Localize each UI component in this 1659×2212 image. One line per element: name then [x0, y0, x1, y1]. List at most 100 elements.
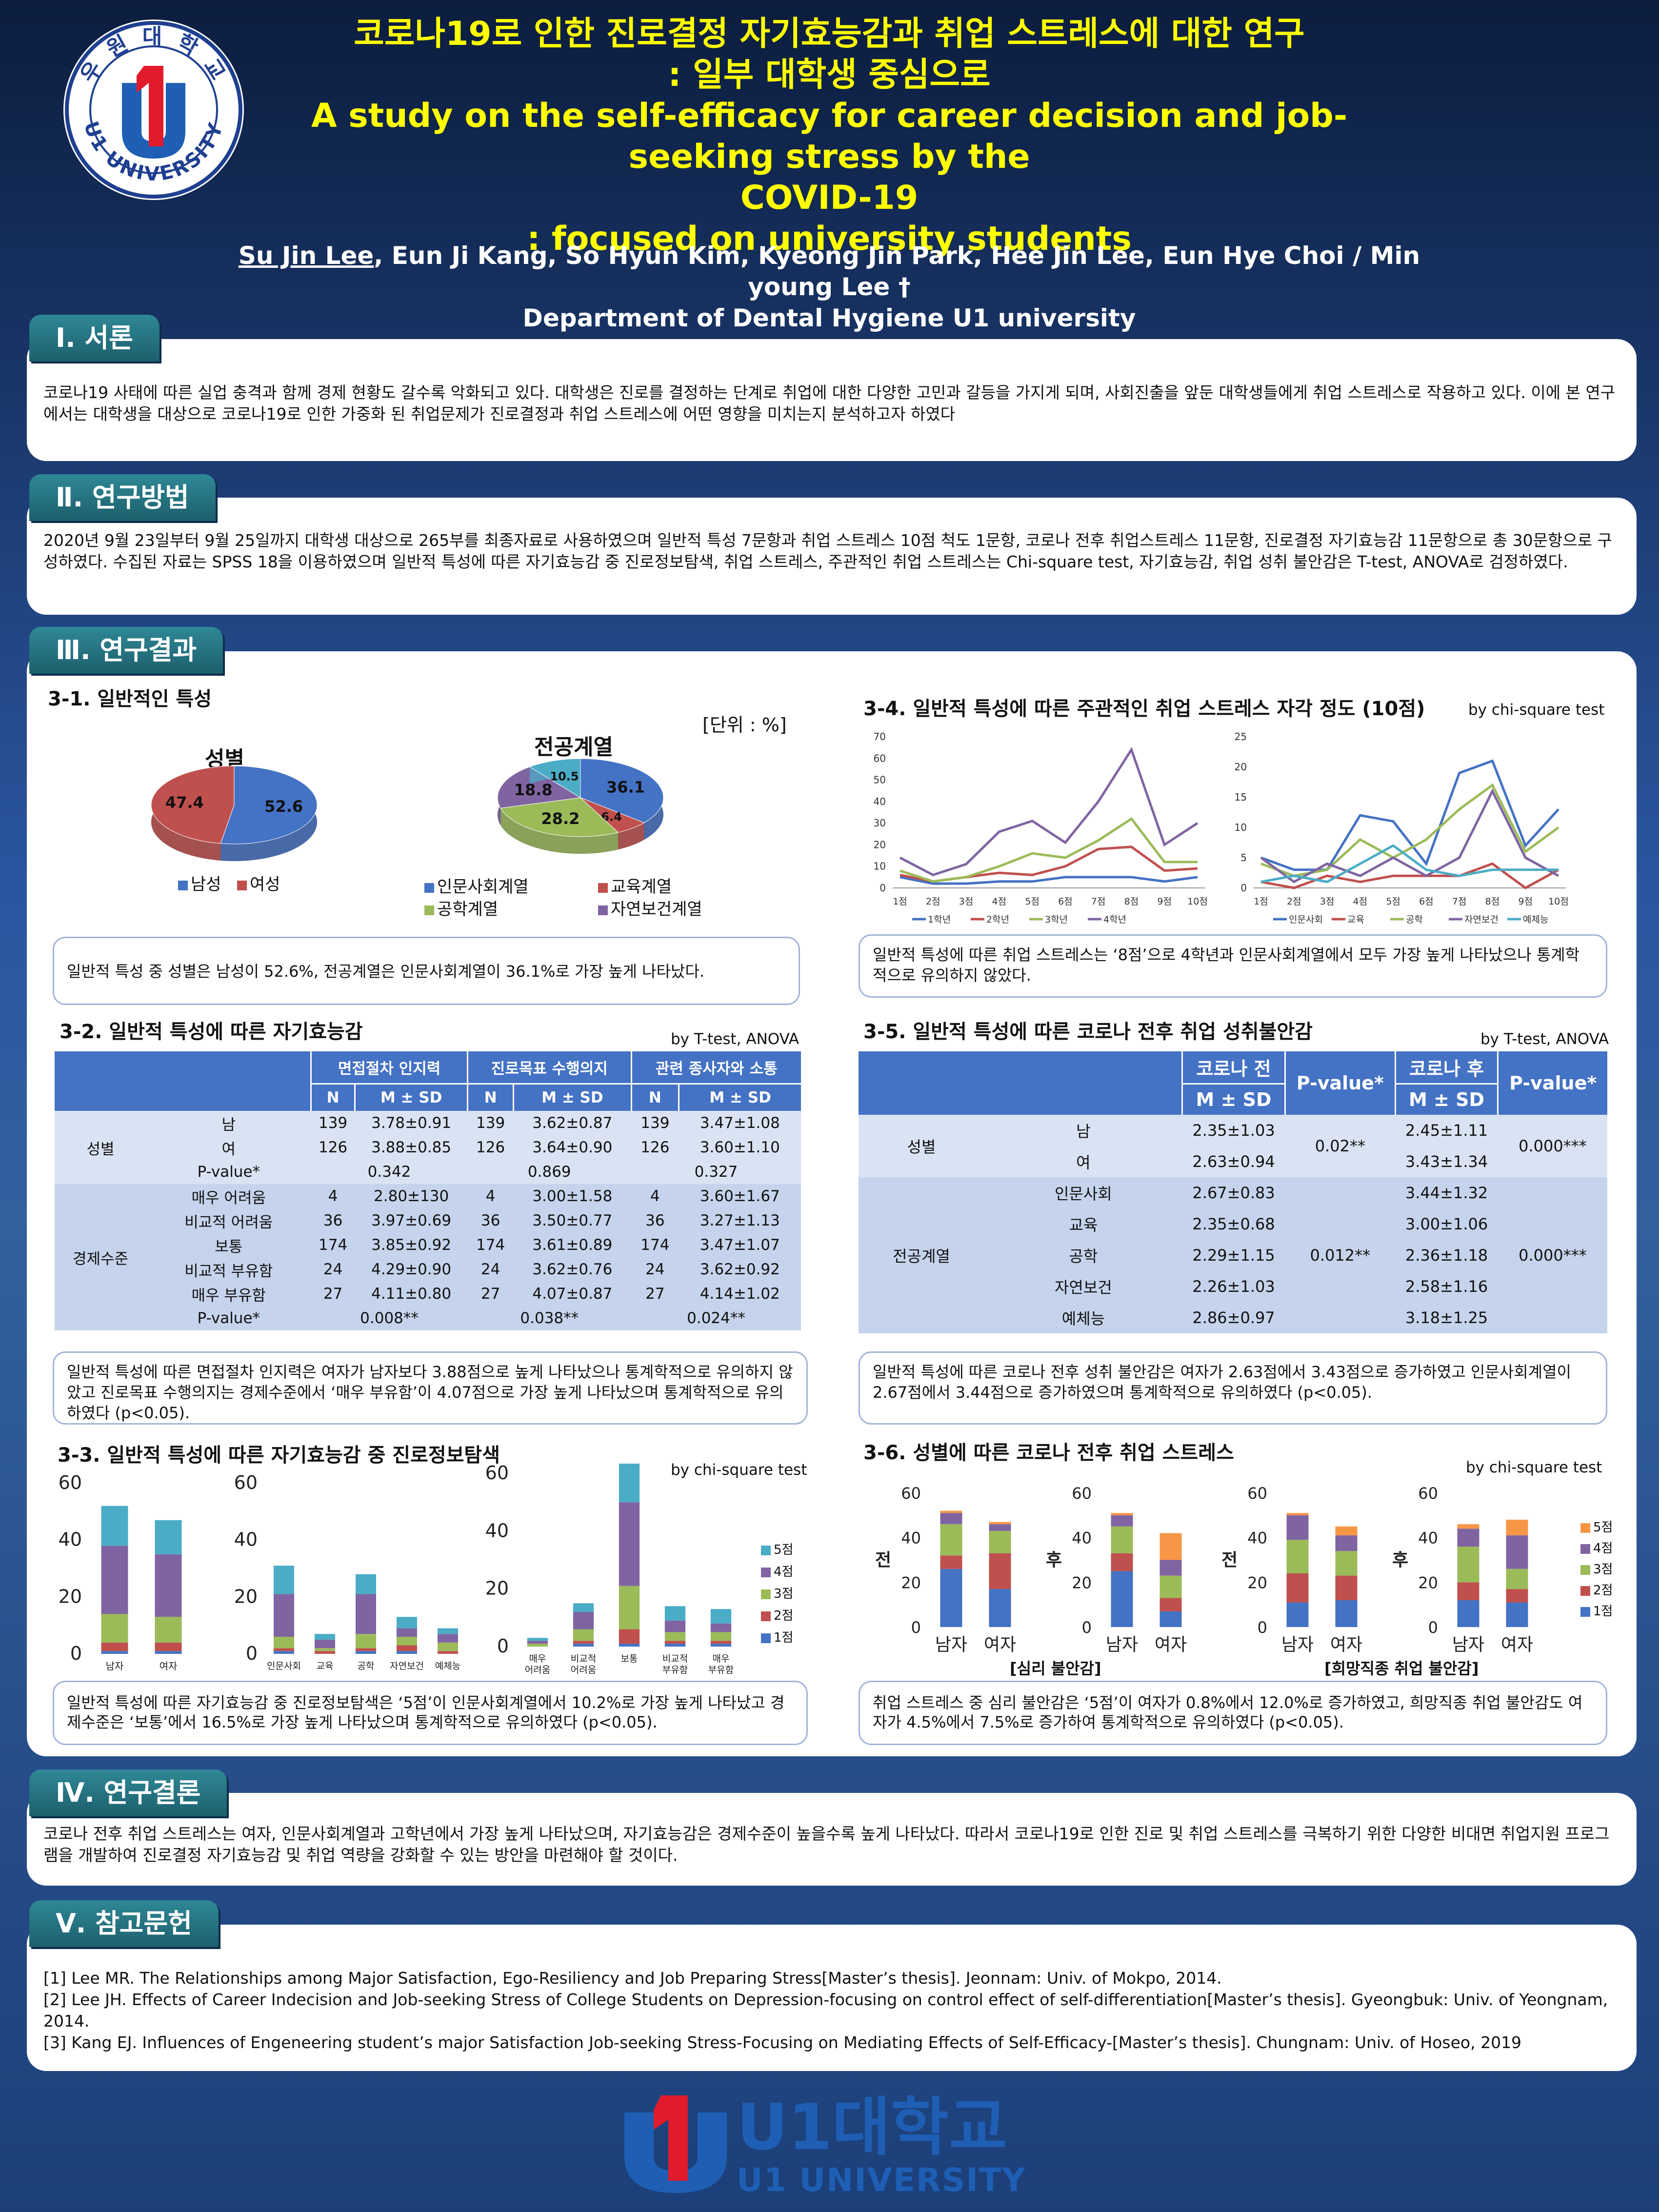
reference-item: [1] Lee MR. The Relationships among Majo…: [43, 1969, 1222, 1988]
cell: 3.60±1.10: [700, 1139, 780, 1156]
logo-circle: 우 원 대 학 교 U1 UNIVERSITY: [63, 20, 244, 200]
legend-engineering: 공학계열: [437, 900, 499, 919]
cell: 24: [645, 1261, 665, 1278]
row-label: 여: [1076, 1153, 1091, 1172]
s32-header-goal: 진로목표 수행의지: [467, 1051, 631, 1084]
bar-segment: [1111, 1513, 1133, 1515]
bar-segment: [989, 1530, 1011, 1553]
y-tick-label: 20: [59, 1586, 82, 1607]
cell: 2.67±0.83: [1192, 1184, 1275, 1202]
bar-segment: [1159, 1611, 1182, 1627]
s32-table: 면접절차 인지력 진로목표 수행의지 관련 종사자와 소통 N M ± SD N…: [55, 1051, 801, 1330]
s32-sub-msd: M ± SD: [678, 1083, 801, 1111]
y-tick-label: 0: [1082, 1618, 1092, 1637]
y-tick-label: 40: [874, 796, 886, 807]
y-tick-label: 70: [874, 731, 886, 743]
x-tick-label: 6점: [1058, 896, 1073, 907]
x-tick-label: 7점: [1091, 896, 1106, 907]
bar-segment: [155, 1520, 182, 1554]
x-tick-label: 예체능: [435, 1661, 460, 1671]
y-tick-label: 5: [1240, 852, 1247, 864]
bar-segment: [619, 1644, 640, 1647]
co-authors: , Eun Ji Kang, So Hyun Kim, Kyeong Jin P…: [374, 241, 1420, 301]
bar-segment: [274, 1648, 294, 1651]
s32-group-economy: 경제수준: [72, 1250, 129, 1268]
cell: 24: [323, 1261, 343, 1278]
bar-segment: [356, 1574, 376, 1594]
s34-test: by chi-square test: [1468, 701, 1605, 719]
cell: 2.29±1.15: [1192, 1246, 1275, 1265]
bar-segment: [1335, 1535, 1358, 1551]
title-korean-line2: : 일부 대학생 중심으로: [668, 56, 991, 94]
s32-sub-n: N: [630, 1083, 679, 1111]
x-tick-label: 매우: [529, 1653, 546, 1664]
pie-chart-gender: 52.6 47.4: [151, 765, 318, 861]
y-tick-label: 10: [874, 861, 886, 872]
legend-label: 교육: [1347, 914, 1364, 925]
x-tick-label: 3점: [959, 896, 974, 907]
pie-slice-side: [500, 808, 619, 854]
bar-segment: [1286, 1573, 1309, 1603]
bar-segment: [573, 1629, 594, 1641]
x-tick-label: 남자: [935, 1635, 967, 1655]
y-tick-label: 10: [1235, 822, 1247, 833]
p-value: 0.869: [527, 1163, 571, 1181]
bar-segment: [1335, 1551, 1358, 1576]
x-tick-label: 4점: [992, 896, 1007, 907]
chart-title: 전: [1221, 1550, 1238, 1570]
cell: 24: [480, 1261, 500, 1278]
cell: 36: [480, 1212, 500, 1229]
y-tick-label: 60: [874, 752, 886, 764]
table-row: 전공계열 인문사회 2.67±0.83 0.012** 3.44±1.32 0.…: [859, 1177, 1607, 1266]
y-tick-label: 20: [485, 1578, 509, 1599]
bar-segment: [1159, 1533, 1182, 1560]
s33-legend: 5점 4점 3점 2점 1점: [761, 1539, 793, 1649]
cell: 3.47±1.07: [700, 1236, 780, 1254]
y-tick-label: 40: [901, 1529, 921, 1548]
bar-chart-job-before: 0 20 40 60 전남자 여자: [1221, 1484, 1362, 1655]
bar-segment: [274, 1637, 294, 1649]
tab-results: Ⅲ. 연구결과: [29, 627, 223, 674]
pie-data-label: 36.1: [606, 778, 645, 797]
bar-segment: [315, 1639, 335, 1649]
x-tick-label: 10점: [1548, 896, 1569, 907]
y-tick-label: 40: [1247, 1529, 1267, 1548]
cell: 3.97±0.69: [371, 1212, 452, 1229]
cell: 3.62±0.92: [700, 1261, 780, 1278]
chart-title: 전: [875, 1550, 891, 1570]
bar-segment: [989, 1553, 1011, 1589]
x-tick-label: 3점: [1320, 896, 1335, 907]
s35-header-after: 코로나 후: [1394, 1051, 1498, 1084]
y-tick-label: 40: [1072, 1529, 1092, 1548]
cell: 3.00±1.58: [532, 1187, 613, 1205]
pie1-legend: 남성 여성: [178, 871, 280, 895]
reference-item: [2] Lee JH. Effects of Career Indecision…: [43, 1990, 1608, 2031]
bar-segment: [274, 1651, 294, 1654]
bar-segment: [619, 1629, 640, 1644]
row-label: P-value*: [197, 1163, 260, 1181]
s32-group-gender: 성별: [86, 1140, 115, 1158]
bar-segment: [101, 1546, 128, 1614]
row-label: 교육: [1069, 1216, 1098, 1234]
bar-segment: [155, 1651, 182, 1654]
s33-test: by chi-square test: [671, 1461, 807, 1479]
bar-segment: [1159, 1575, 1182, 1598]
x-tick-label: 2점: [1287, 896, 1301, 907]
bar-segment: [710, 1632, 732, 1641]
s32-title: 3-2. 일반적 특성에 따른 자기효능감: [60, 1021, 363, 1043]
bar-segment: [573, 1644, 594, 1647]
y-tick-label: 60: [59, 1472, 82, 1493]
legend-male: 남성: [191, 875, 221, 894]
pie-slice-side: [618, 823, 644, 850]
y-tick-label: 0: [1428, 1618, 1438, 1637]
cell: 2.26±1.03: [1192, 1277, 1275, 1296]
y-tick-label: 60: [234, 1472, 258, 1493]
s36-summary-box: 취업 스트레스 중 심리 불안감은 ‘5점’이 여자가 0.8%에서 12.0%…: [859, 1681, 1607, 1745]
series-line: [1260, 844, 1559, 884]
cell: 2.63±0.94: [1192, 1152, 1275, 1171]
table-row: 보통 174 3.85±0.92 174 3.61±0.89 174 3.47±…: [55, 1233, 801, 1257]
row-label: 남: [221, 1116, 236, 1134]
row-label: 예체능: [1061, 1309, 1105, 1328]
bar-segment: [710, 1609, 732, 1624]
bar-segment: [1335, 1526, 1358, 1536]
